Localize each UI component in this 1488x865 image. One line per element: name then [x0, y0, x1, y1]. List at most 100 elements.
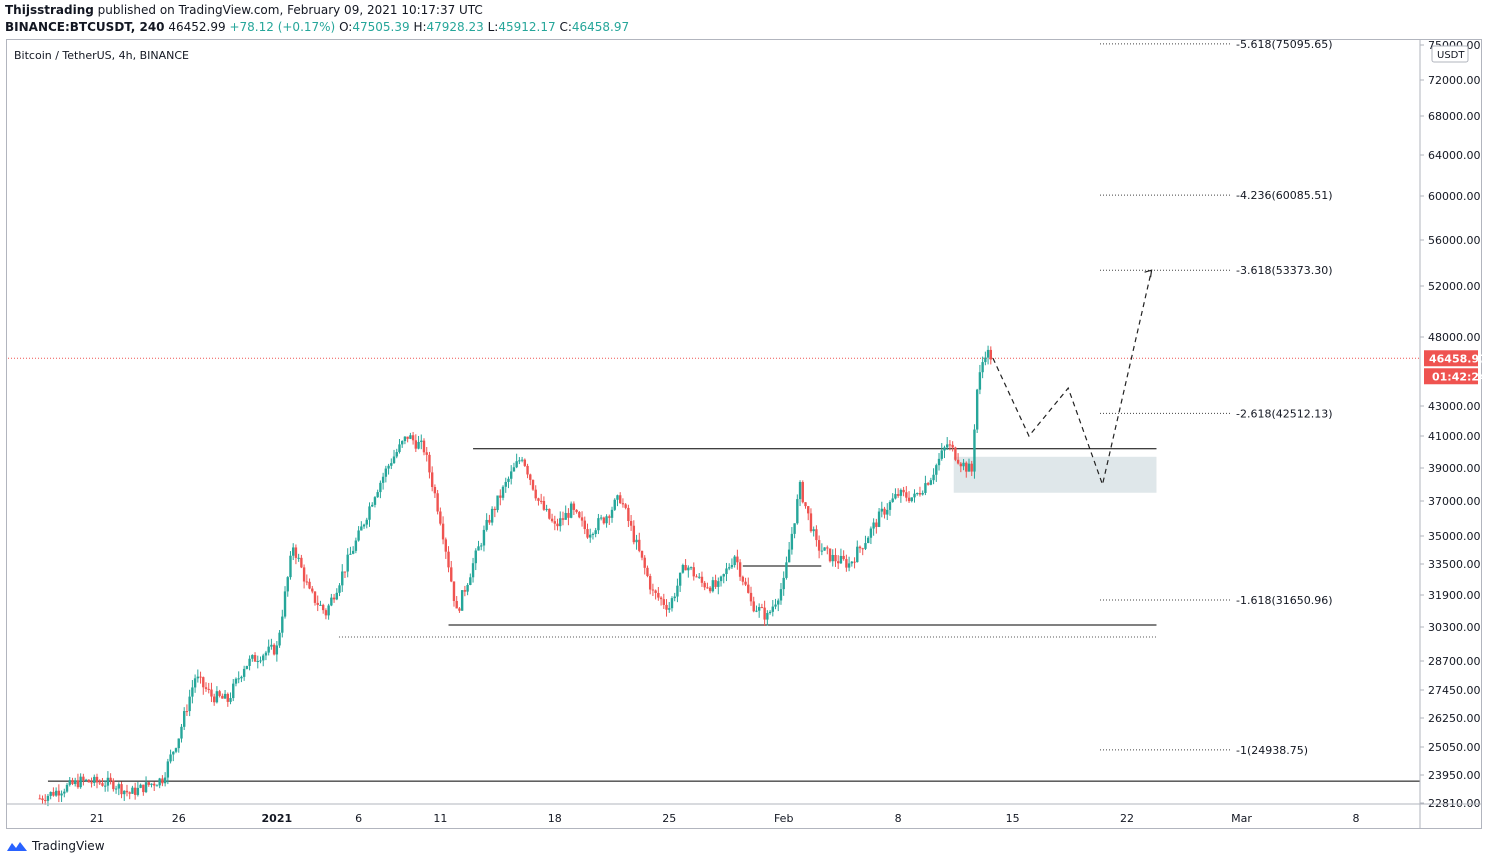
- candle-body: [880, 508, 883, 512]
- candle-body: [185, 711, 189, 713]
- candle-body: [65, 784, 69, 792]
- candle-body: [210, 689, 213, 697]
- candle-body: [507, 478, 510, 482]
- candle-body: [425, 452, 428, 455]
- tradingview-logo-icon: [7, 842, 27, 851]
- candle-body: [131, 787, 134, 794]
- candle-body: [38, 798, 41, 800]
- candle-body: [368, 506, 371, 520]
- candle-body: [962, 462, 965, 467]
- candle-body: [409, 435, 412, 439]
- symbol-label[interactable]: BINANCE:BTCUSDT, 240: [5, 20, 165, 34]
- candle-body: [172, 751, 175, 755]
- candle-body: [646, 567, 649, 577]
- open-label: O:: [339, 20, 353, 34]
- candle-body: [436, 493, 439, 512]
- candle-body: [259, 660, 262, 662]
- candle-body: [850, 561, 854, 564]
- price-tick-label: 39000.00: [1428, 462, 1481, 475]
- candle-body: [847, 563, 851, 568]
- candle-body: [485, 519, 488, 530]
- candle-body: [926, 483, 930, 485]
- candle-body: [886, 509, 889, 515]
- candle-body: [441, 523, 445, 540]
- current-price-tag: [1424, 350, 1478, 367]
- price-tick-label: 72000.00: [1428, 74, 1481, 87]
- countdown-tag: [1424, 368, 1478, 385]
- candle-body: [779, 589, 783, 601]
- candle-body: [142, 784, 145, 793]
- footer-brand[interactable]: TradingView: [6, 839, 105, 853]
- candle-body: [684, 565, 687, 571]
- current-price-label: 46458.97: [1429, 352, 1487, 365]
- candle-body: [520, 459, 524, 461]
- candle-body: [809, 513, 813, 532]
- candle-body: [627, 507, 630, 522]
- candle-body: [523, 459, 527, 466]
- candle-body: [57, 790, 61, 796]
- candle-body: [575, 509, 578, 513]
- candle-body: [695, 576, 698, 578]
- candle-body: [896, 494, 900, 496]
- candle-body: [390, 463, 393, 466]
- candle-body: [728, 567, 731, 569]
- candle-body: [907, 497, 911, 502]
- candle-body: [935, 465, 938, 475]
- candle-body: [316, 602, 319, 605]
- candle-body: [41, 798, 44, 801]
- candle-body: [275, 645, 279, 655]
- candle-body: [262, 655, 265, 661]
- candle-body: [858, 546, 862, 549]
- candle-body: [708, 587, 712, 592]
- candle-body: [365, 519, 368, 525]
- candle-body: [422, 440, 426, 453]
- candle-body: [774, 604, 777, 607]
- candle-body: [905, 492, 908, 498]
- candle-body: [466, 584, 469, 592]
- candle-body: [232, 683, 235, 699]
- candle-body: [583, 520, 586, 530]
- candle-body: [853, 561, 856, 563]
- candle-body: [564, 512, 567, 520]
- candle-body: [986, 349, 990, 358]
- fib-label: -1.618(31650.96): [1236, 594, 1333, 607]
- candle-body: [112, 780, 115, 790]
- candle-body: [692, 567, 695, 577]
- chart-frame[interactable]: [6, 39, 1482, 829]
- candle-body: [237, 678, 240, 680]
- candle-body: [542, 500, 546, 510]
- candle-body: [54, 790, 58, 796]
- candle-body: [864, 543, 867, 549]
- candle-body: [207, 688, 210, 690]
- fib-label: -1(24938.75): [1236, 744, 1308, 757]
- candle-body: [736, 556, 739, 563]
- price-tick-label: 52000.00: [1428, 280, 1481, 293]
- candle-body: [93, 776, 96, 783]
- candle-body: [703, 582, 706, 588]
- candle-body: [240, 676, 243, 679]
- candle-body: [804, 502, 807, 507]
- candle-body: [638, 539, 641, 551]
- candle-body: [229, 698, 232, 702]
- candle-body: [714, 580, 717, 587]
- price-tick-label: 30300.00: [1428, 621, 1481, 634]
- drawing-layer: -5.618(75095.65) -4.236(60085.51) -3.618(5…: [8, 38, 1420, 782]
- time-tick-label: 21: [90, 812, 104, 825]
- candle-body: [929, 480, 933, 485]
- candle-body: [763, 607, 766, 620]
- candle-body: [785, 562, 788, 578]
- candle-body: [831, 554, 834, 562]
- candle-body: [447, 551, 450, 568]
- time-tick-label: Mar: [1231, 812, 1252, 825]
- author-name[interactable]: Thijsstrading: [5, 3, 94, 17]
- candle-body: [537, 498, 540, 501]
- candle-body: [357, 530, 360, 541]
- fib-label: -4.236(60085.51): [1236, 189, 1333, 202]
- candle-body: [616, 495, 619, 500]
- candle-body: [738, 562, 742, 577]
- candle-body: [109, 777, 112, 781]
- candle-body: [95, 776, 99, 783]
- candle-body: [450, 567, 453, 582]
- candle-body: [946, 444, 949, 448]
